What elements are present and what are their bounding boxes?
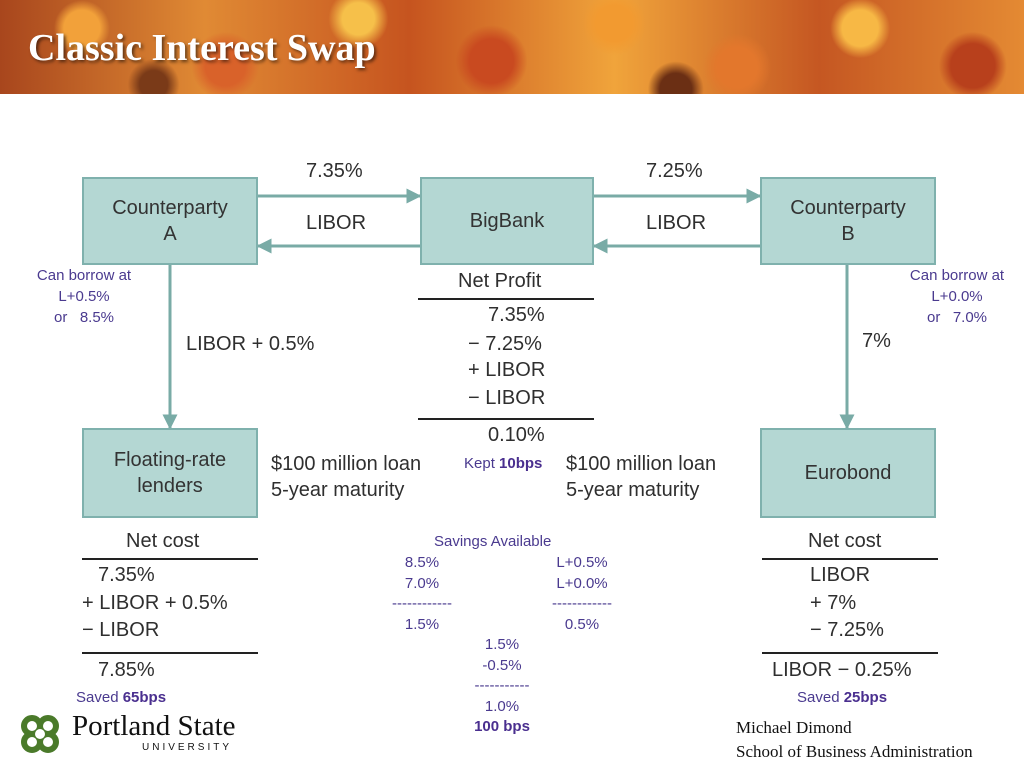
- net-profit-line-1: 7.35%: [488, 304, 545, 326]
- eurobond-box: Eurobond: [760, 428, 936, 518]
- counterparty-b-box: Counterparty B: [760, 177, 936, 265]
- psu-logo-icon: [21, 715, 59, 753]
- bigbank-box: BigBank: [420, 177, 594, 265]
- net-cost-a-total: 7.85%: [98, 659, 155, 681]
- kept-text: Kept: [464, 455, 500, 472]
- savings-right-2: L+0.0%: [556, 574, 608, 592]
- loan-left-line1: $100 million loan: [271, 453, 422, 475]
- net-cost-a-top-rule: [82, 558, 258, 560]
- loan-right-line2: 5-year maturity: [566, 479, 700, 501]
- loan-right-line1: $100 million loan: [566, 453, 717, 475]
- savings-calc-4: 1.0%: [484, 697, 520, 715]
- borrow-a-line3: or 8.5%: [53, 309, 115, 326]
- net-cost-a-bottom-rule: [82, 652, 258, 654]
- net-profit-total: 0.10%: [488, 424, 545, 446]
- savings-calc-2: -0.5%: [482, 656, 522, 674]
- savings-left-4: 1.5%: [404, 615, 440, 633]
- saved-a-note: Saved 65bps: [76, 689, 166, 706]
- counterparty-b-line2: B: [841, 223, 855, 245]
- net-profit-bottom-rule: [418, 418, 594, 420]
- net-cost-b-total: LIBOR − 0.25%: [772, 659, 912, 681]
- saved-a-text: Saved: [76, 689, 123, 706]
- university-name: Portland State: [72, 710, 236, 742]
- loan-right: $100 million loan 5-year maturity: [566, 451, 716, 503]
- saved-b-value: 25bps: [843, 689, 888, 706]
- savings-left-2: 7.0%: [404, 574, 440, 592]
- net-profit-line-2: − 7.25%: [468, 333, 542, 355]
- savings-right-column: L+0.5% L+0.0% ------------ 0.5%: [540, 553, 624, 635]
- borrow-a-line1: Can borrow at: [36, 267, 132, 284]
- author-name: Michael Dimond: [736, 718, 852, 737]
- savings-left-3: ------------: [392, 595, 452, 612]
- saved-a-value: 65bps: [122, 689, 167, 706]
- savings-right-3: ------------: [552, 595, 612, 612]
- net-cost-b-line-2: + 7%: [810, 592, 857, 614]
- net-profit-line-4: − LIBOR: [468, 387, 546, 409]
- counterparty-a-box: Counterparty A: [82, 177, 258, 265]
- bigbank-label: BigBank: [469, 210, 545, 232]
- savings-calc-1: 1.5%: [484, 636, 520, 653]
- net-cost-a-line-3: − LIBOR: [82, 619, 160, 641]
- saved-b-note: Saved 25bps: [797, 689, 887, 706]
- flow-b-to-bank: 7.25%: [646, 160, 703, 182]
- net-profit-line-3: + LIBOR: [468, 359, 546, 381]
- loan-left-line2: 5-year maturity: [271, 479, 405, 501]
- school-name: School of Business Administration: [736, 742, 973, 761]
- saved-b-text: Saved: [797, 689, 844, 706]
- savings-calc-3: -----------: [474, 677, 530, 694]
- net-profit-heading: Net Profit: [458, 270, 542, 292]
- loan-left: $100 million loan 5-year maturity: [271, 451, 421, 503]
- flow-bank-to-b: LIBOR: [646, 212, 707, 234]
- borrow-b-line2: L+0.0%: [931, 288, 983, 305]
- floating-lenders-line2: lenders: [137, 475, 203, 497]
- savings-left-column: 8.5% 7.0% ------------ 1.5%: [380, 553, 464, 635]
- borrow-b-note: Can borrow at L+0.0% or 7.0%: [895, 265, 1019, 328]
- savings-heading: Savings Available: [434, 533, 552, 550]
- floating-lenders-line1: Floating-rate: [113, 449, 227, 471]
- floating-lenders-box: Floating-rate lenders: [82, 428, 258, 518]
- net-cost-b-line-3: − 7.25%: [810, 619, 884, 641]
- savings-right-1: L+0.5%: [556, 554, 608, 571]
- counterparty-a-line1: Counterparty: [112, 197, 228, 219]
- flow-a-to-bank: 7.35%: [306, 160, 363, 182]
- net-cost-b-heading: Net cost: [808, 530, 882, 552]
- net-cost-b-line-1: LIBOR: [810, 564, 871, 586]
- flow-b-to-eurobond: 7%: [862, 330, 891, 352]
- savings-calc-column: 1.5% -0.5% ----------- 1.0% 100 bps: [460, 635, 544, 738]
- net-profit-top-rule: [418, 298, 594, 300]
- savings-left-1: 8.5%: [404, 554, 440, 571]
- borrow-a-note: Can borrow at L+0.5% or 8.5%: [22, 265, 146, 328]
- net-cost-b-top-rule: [762, 558, 938, 560]
- kept-value: 10bps: [499, 455, 543, 472]
- counterparty-a-line2: A: [163, 223, 177, 245]
- flow-bank-to-a: LIBOR: [306, 212, 367, 234]
- net-cost-a-line-1: 7.35%: [98, 564, 155, 586]
- header-banner: [0, 0, 1024, 94]
- net-cost-a-heading: Net cost: [126, 530, 200, 552]
- net-cost-b-bottom-rule: [762, 652, 938, 654]
- borrow-b-line1: Can borrow at: [909, 267, 1005, 284]
- kept-note: Kept 10bps: [464, 455, 542, 472]
- borrow-b-line3: or 7.0%: [926, 309, 988, 326]
- slide-title: Classic Interest Swap: [28, 27, 376, 69]
- savings-total: 100 bps: [474, 718, 530, 735]
- savings-right-4: 0.5%: [564, 615, 600, 633]
- eurobond-label: Eurobond: [804, 462, 892, 484]
- university-sub: UNIVERSITY: [142, 742, 233, 753]
- flow-a-to-lenders: LIBOR + 0.5%: [186, 333, 315, 355]
- counterparty-b-line1: Counterparty: [790, 197, 906, 219]
- net-cost-a-line-2: + LIBOR + 0.5%: [82, 592, 228, 614]
- borrow-a-line2: L+0.5%: [58, 288, 110, 305]
